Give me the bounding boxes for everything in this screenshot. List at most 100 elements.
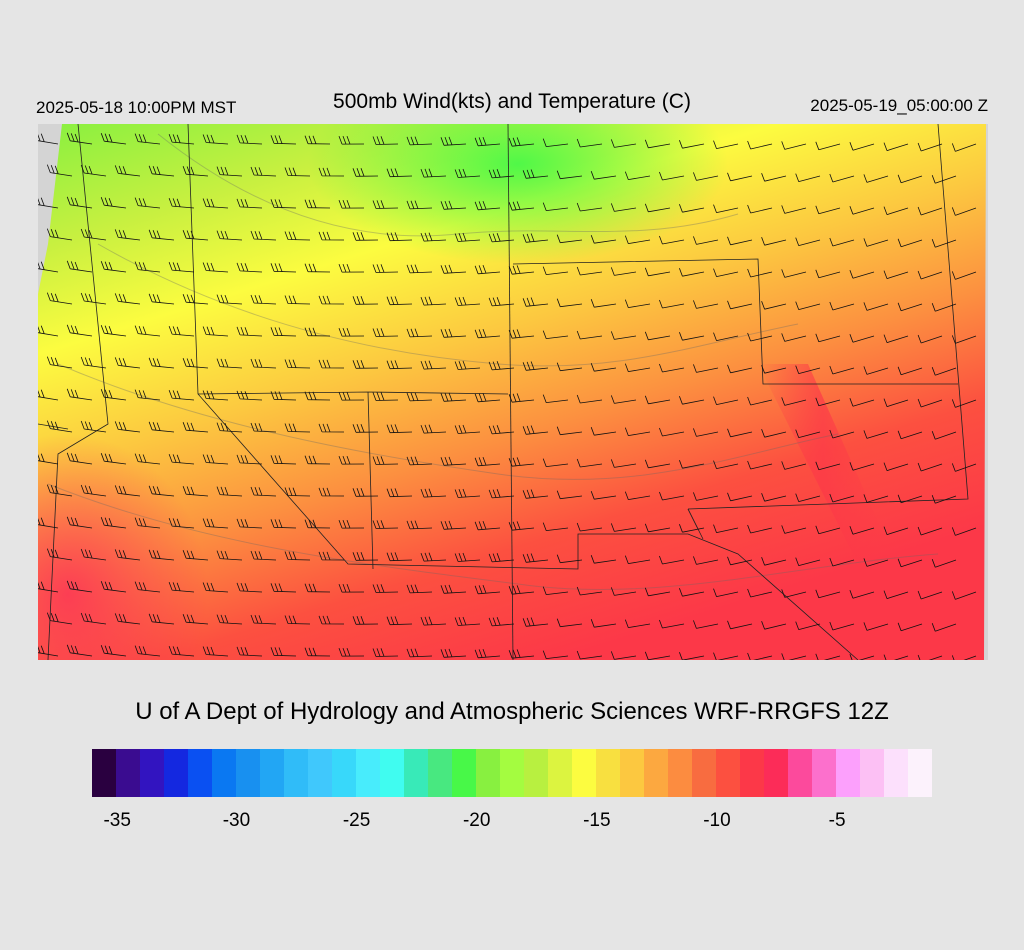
temperature-wind-map xyxy=(38,124,988,660)
wind-barb xyxy=(182,550,209,561)
wind-barb xyxy=(148,165,175,177)
wind-barb xyxy=(815,141,841,151)
wind-barb xyxy=(338,263,365,273)
wind-barb xyxy=(781,269,807,278)
wind-barb xyxy=(406,136,433,146)
wind-barb xyxy=(522,489,549,499)
wind-barb xyxy=(270,391,297,401)
wind-barb xyxy=(202,262,229,273)
wind-barb xyxy=(542,650,569,659)
wind-barb xyxy=(508,201,535,211)
wind-barb xyxy=(542,586,569,595)
colorbar-segment xyxy=(356,749,380,797)
wind-barb xyxy=(713,204,739,213)
colorbar-tick-label: -15 xyxy=(583,810,611,831)
wind-barb xyxy=(440,392,467,402)
wind-barb xyxy=(440,456,467,466)
wind-barb xyxy=(386,616,413,626)
wind-barb xyxy=(849,590,875,599)
wind-barb xyxy=(80,356,107,369)
wind-barb xyxy=(679,652,705,660)
wind-barb xyxy=(679,396,705,405)
wind-barb xyxy=(100,261,127,273)
wind-barb xyxy=(474,328,501,339)
wind-barb xyxy=(284,167,311,177)
colorbar-segment xyxy=(596,749,620,797)
wind-barb xyxy=(883,526,909,535)
wind-barb xyxy=(590,491,617,500)
wind-barb xyxy=(863,494,889,503)
wind-barb xyxy=(318,295,345,305)
wind-barb xyxy=(148,357,175,369)
wind-barb xyxy=(440,200,467,210)
wind-barb xyxy=(216,294,243,305)
wind-barb xyxy=(781,461,807,470)
wind-barb xyxy=(576,266,603,276)
wind-barb xyxy=(829,301,855,311)
wind-barb xyxy=(372,648,399,657)
wind-barb xyxy=(318,231,345,241)
wind-barb xyxy=(38,197,59,209)
wind-barb xyxy=(304,647,331,657)
wind-barb xyxy=(590,555,617,564)
colorbar-labels: -35 -30 -25 -20 -15 -10 -5 xyxy=(92,810,932,838)
wind-barb xyxy=(693,172,719,181)
wind-barb xyxy=(148,549,175,561)
wind-barb xyxy=(727,172,753,182)
wind-barb xyxy=(644,651,671,660)
wind-barb xyxy=(216,550,243,561)
wind-barb xyxy=(250,614,277,625)
wind-barb xyxy=(522,553,549,563)
wind-barb xyxy=(849,654,875,660)
wind-barb xyxy=(576,458,603,468)
wind-barb xyxy=(386,552,413,562)
wind-barb xyxy=(440,584,467,594)
wind-barb xyxy=(202,646,229,657)
wind-barb xyxy=(897,622,923,632)
wind-barb xyxy=(815,653,841,660)
wind-barb xyxy=(713,268,739,277)
wind-barb xyxy=(815,333,841,343)
wind-barb xyxy=(849,206,875,215)
wind-barb xyxy=(556,618,583,628)
wind-barb xyxy=(931,495,957,504)
wind-barb xyxy=(747,524,773,534)
wind-barb xyxy=(815,205,841,215)
wind-barb xyxy=(747,204,773,214)
wind-barb xyxy=(38,133,59,145)
wind-barb xyxy=(46,420,73,433)
wind-barb xyxy=(352,552,379,561)
wind-barb xyxy=(508,585,535,595)
colorbar-segment xyxy=(404,749,428,797)
wind-barb xyxy=(693,492,719,501)
wind-barb xyxy=(713,524,739,533)
wind-barb xyxy=(747,332,773,342)
wind-barb xyxy=(386,424,413,434)
wind-barb xyxy=(713,332,739,341)
wind-barb xyxy=(46,228,73,241)
wind-barb xyxy=(474,200,501,211)
wind-barb xyxy=(727,556,753,566)
wind-barb xyxy=(747,268,773,278)
wind-barb xyxy=(454,488,481,498)
wind-barb xyxy=(38,453,59,465)
wind-barb xyxy=(508,521,535,531)
wind-barb xyxy=(134,389,161,401)
wind-barb xyxy=(66,516,93,529)
wind-barb xyxy=(693,620,719,629)
wind-barb xyxy=(100,133,127,145)
wind-barb xyxy=(917,334,943,344)
wind-barb xyxy=(883,462,909,471)
wind-barb xyxy=(66,324,93,337)
wind-barb xyxy=(829,429,855,439)
colorbar-tick-label: -5 xyxy=(828,810,846,831)
wind-barb xyxy=(406,200,433,210)
wind-barb xyxy=(713,588,739,597)
wind-barb xyxy=(182,166,209,177)
temperature-field xyxy=(38,124,986,660)
wind-barb xyxy=(951,527,977,536)
wind-barb xyxy=(590,171,617,180)
wind-barb xyxy=(236,262,263,273)
wind-barb xyxy=(202,134,229,145)
colorbar-segment xyxy=(836,749,860,797)
